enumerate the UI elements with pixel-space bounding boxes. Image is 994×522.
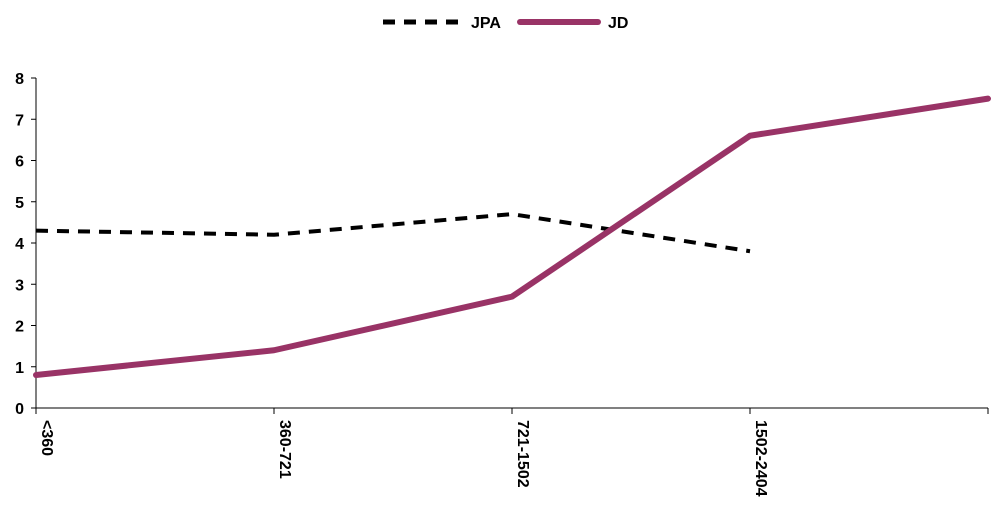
axes: 0 1 2 3 4 5 6 7 8 <360 360-721 721-1502 1502-2404 Más… [15,71,994,497]
x-tick-label: 721-1502 [514,420,531,488]
x-tick-label: Más 2404 [990,420,994,491]
y-tick-label: 3 [15,277,24,294]
y-tick-label: 5 [15,195,24,212]
legend-label-jpa: JPA [471,15,501,32]
y-tick-label: 1 [15,360,24,377]
y-tick-label: 8 [15,71,24,88]
legend: JPA JD [383,15,628,32]
y-tick-label: 6 [15,154,24,171]
legend-label-jd: JD [608,15,628,32]
x-tick-label: 360-721 [276,420,293,479]
series-line-jd [33,95,991,378]
x-tick-label: <360 [38,420,55,456]
y-tick-label: 4 [15,236,24,253]
x-tick-label: 1502-2404 [752,420,769,497]
series-layer [33,95,991,378]
y-tick-label: 0 [15,401,24,418]
y-tick-label: 2 [15,319,24,336]
y-tick-label: 7 [15,112,24,129]
series-line-jpa [35,212,751,254]
